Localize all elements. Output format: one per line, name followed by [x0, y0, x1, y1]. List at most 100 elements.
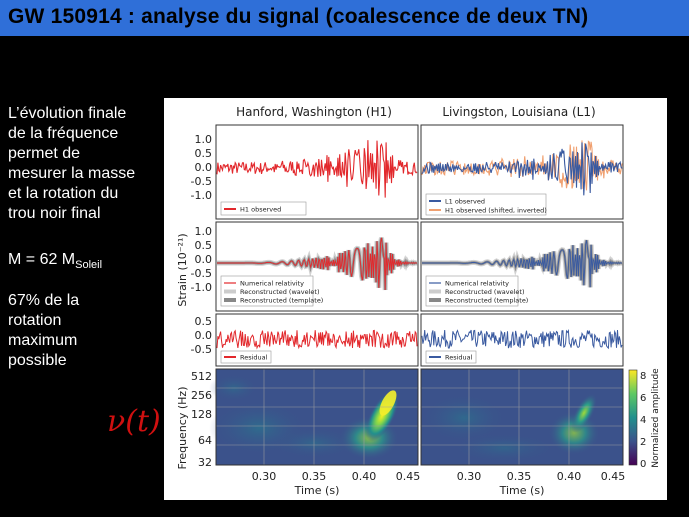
spectrogram-grid	[216, 369, 418, 465]
legend-l1-row2: Numerical relativity Reconstructed (wave…	[425, 275, 528, 307]
legend-l1-row1: L1 observed H1 observed (shifted, invert…	[425, 193, 547, 216]
xtick: 0.35	[507, 470, 532, 483]
ytick: -0.5	[191, 343, 212, 356]
legend-box	[220, 275, 314, 307]
spectrogram-l1	[419, 368, 624, 466]
legend-label: H1 observed (shifted, inverted)	[445, 207, 547, 215]
column-title-l1: Livingston, Louisiana (L1)	[442, 105, 595, 119]
legend-box	[220, 201, 307, 216]
legend-label: Reconstructed (wavelet)	[240, 288, 320, 296]
frequency-symbol: ν(t)	[107, 404, 161, 439]
legend-label: Reconstructed (wavelet)	[445, 288, 525, 296]
colorbar	[628, 369, 638, 466]
colorbar-label: Normalized amplitude	[651, 368, 661, 468]
legend-box	[220, 350, 272, 364]
xticks-l1: 0.30 0.35 0.40 0.45	[457, 470, 626, 483]
ytick: 64	[198, 434, 212, 447]
column-title-h1: Hanford, Washington (H1)	[236, 105, 392, 119]
paragraph-line: de la fréquence	[8, 125, 119, 142]
spectrogram-frame	[215, 368, 419, 466]
slide-title: GW 150914 : analyse du signal (coalescen…	[8, 5, 589, 28]
paragraph-line: mesurer la masse	[8, 165, 136, 182]
ytick: 256	[191, 389, 212, 402]
xtick: 0.30	[457, 470, 482, 483]
ytick: -1.0	[191, 189, 212, 202]
colorbar-tick: 6	[640, 393, 646, 404]
xaxis-label-l1: Time (s)	[499, 484, 545, 497]
colorbar-tick: 8	[640, 371, 646, 382]
spectrogram-haze	[419, 393, 509, 443]
legend-label: L1 observed	[445, 198, 485, 206]
legend-box	[425, 350, 477, 364]
xtick: 0.45	[396, 470, 421, 483]
ligo-figure-svg: Hanford, Washington (H1) Livingston, Lou…	[176, 105, 661, 497]
h1-residual-line	[216, 329, 418, 350]
xtick: 0.40	[557, 470, 582, 483]
legend-label: Numerical relativity	[240, 280, 304, 288]
colorbar-tick: 2	[640, 437, 646, 448]
paragraph-line: L’évolution finale	[8, 105, 127, 122]
strain-axis-label: Strain (10⁻²¹)	[176, 233, 189, 306]
legend-box	[425, 275, 519, 307]
xticks-h1: 0.30 0.35 0.40 0.45	[252, 470, 421, 483]
ytick: -0.5	[191, 267, 212, 280]
legend-label: Numerical relativity	[445, 280, 509, 288]
paragraph-rotation: 67% de la rotation maximum possible	[8, 291, 79, 371]
mass-text: M = 62 M	[8, 251, 76, 268]
ytick: 1.0	[195, 225, 213, 238]
legend-h1-row3: Residual	[220, 350, 272, 364]
ytick: 0.5	[195, 239, 213, 252]
ytick: -0.5	[191, 175, 212, 188]
waveforms	[216, 140, 623, 350]
xtick: 0.40	[352, 470, 377, 483]
legend-box	[425, 193, 547, 216]
ytick: 0.5	[195, 315, 213, 328]
paragraph-line: permet de	[8, 145, 81, 162]
ytick: 0.0	[195, 329, 213, 342]
xtick: 0.45	[601, 470, 626, 483]
frequency-axis-label: Frequency (Hz)	[176, 387, 189, 470]
mass-subscript: Soleil	[75, 259, 103, 272]
l1-observed-line	[421, 142, 623, 196]
spectrogram-haze	[449, 433, 559, 463]
h1-observed-line	[216, 140, 418, 198]
spectrogram-h1	[209, 368, 419, 466]
row1-yticks: 1.0 0.5 0.0 -0.5 -1.0	[191, 133, 212, 202]
ytick: 1.0	[195, 133, 213, 146]
spectrogram-grid	[421, 369, 623, 465]
legend-swatch	[224, 289, 236, 294]
legend-label: H1 observed	[240, 206, 281, 214]
spectrogram-frame	[420, 368, 624, 466]
l1-residual-line	[421, 329, 623, 350]
legend-label: Residual	[445, 354, 473, 362]
colorbar-tick: 0	[640, 459, 646, 470]
legend-swatch	[429, 289, 441, 294]
paragraph-line: et la rotation du	[8, 185, 119, 202]
legend-h1-row1: H1 observed	[220, 201, 307, 216]
paragraph-line: 67% de la	[8, 292, 80, 309]
legend-swatch	[224, 298, 236, 302]
legend-label: Reconstructed (template)	[445, 297, 528, 305]
row2-yticks: 1.0 0.5 0.0 -0.5 -1.0	[191, 225, 212, 294]
xaxis-label-h1: Time (s)	[294, 484, 340, 497]
paragraph-frequency-evolution: L’évolution finale de la fréquence perme…	[8, 104, 135, 224]
ytick: 32	[198, 456, 212, 469]
legend-label: Reconstructed (template)	[240, 297, 323, 305]
ytick: -1.0	[191, 281, 212, 294]
spectrogram-chirp-peak	[379, 390, 397, 416]
ligo-figure: Hanford, Washington (H1) Livingston, Lou…	[164, 98, 667, 500]
colorbar-ticks: 0 2 4 6 8	[640, 371, 646, 470]
h1-numerical-relativity-line	[217, 237, 418, 291]
spectrogram-chirp	[570, 393, 598, 433]
colorbar-tick: 4	[640, 415, 646, 426]
paragraph-line: possible	[8, 352, 67, 369]
ytick: 512	[191, 370, 212, 383]
l1-numerical-relativity-line	[422, 240, 623, 288]
slide-title-bar: GW 150914 : analyse du signal (coalescen…	[0, 0, 689, 36]
xtick: 0.30	[252, 470, 277, 483]
paragraph-line: maximum	[8, 332, 78, 349]
legend-label: Residual	[240, 354, 268, 362]
paragraph-line: trou noir final	[8, 205, 101, 222]
legend-h1-row2: Numerical relativity Reconstructed (wave…	[220, 275, 323, 307]
mass-line: M = 62 MSoleil	[8, 250, 102, 275]
